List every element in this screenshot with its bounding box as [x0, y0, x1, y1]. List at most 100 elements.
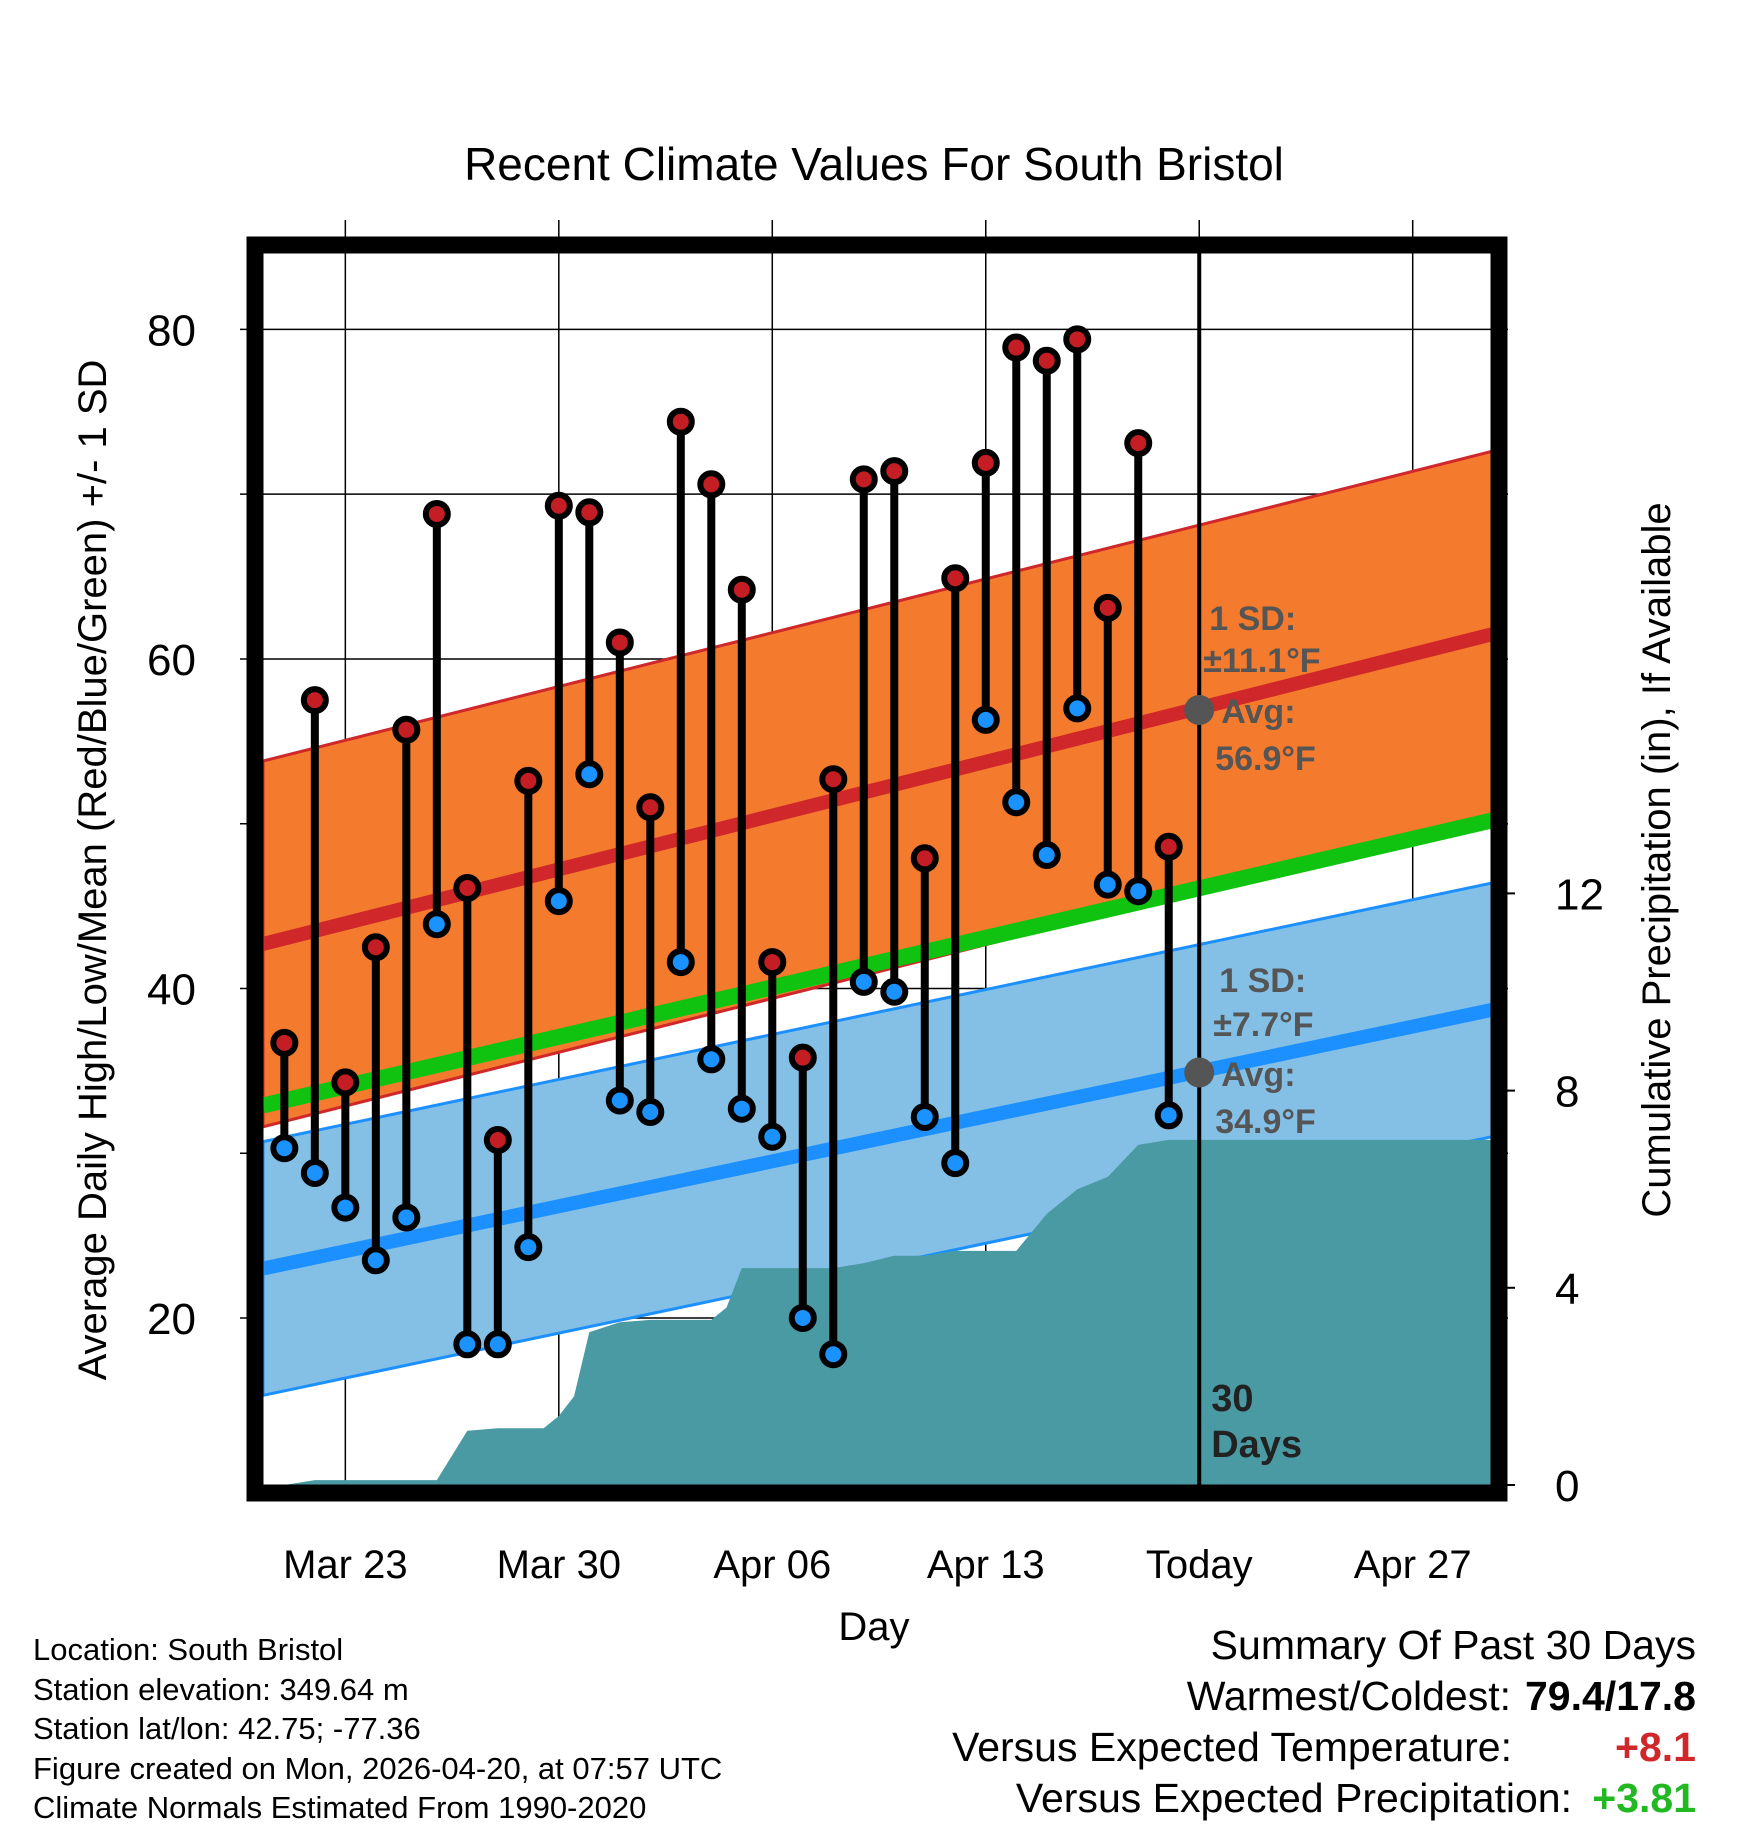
summary-temp: Versus Expected Temperature: +8.1 — [952, 1722, 1696, 1773]
y-right-tick-label: 4 — [1555, 1265, 1579, 1314]
warmest-coldest-value: 79.4/17.8 — [1525, 1673, 1696, 1719]
high-point — [758, 948, 787, 977]
high-point — [880, 457, 909, 486]
y-axis-label-right: Cumulative Precipitation (in), If Availa… — [1635, 502, 1679, 1217]
high-point — [514, 766, 543, 795]
low-point — [788, 1303, 817, 1332]
high-point — [941, 564, 970, 593]
elevation-text: Station elevation: 349.64 m — [33, 1671, 409, 1707]
low-point — [636, 1098, 665, 1127]
location-text: Location: South Bristol — [33, 1632, 344, 1667]
high-point — [1063, 325, 1092, 354]
high-avg-marker — [1184, 695, 1215, 726]
high-point — [971, 448, 1000, 477]
low-point — [514, 1233, 543, 1262]
summary-precip: Versus Expected Precipitation: +3.81 — [952, 1773, 1696, 1824]
high-point — [727, 575, 756, 604]
low-point — [392, 1203, 421, 1232]
summary-title: Summary Of Past 30 Days — [1210, 1622, 1696, 1668]
high-point — [575, 498, 604, 527]
temp-label: Versus Expected Temperature: — [952, 1724, 1512, 1770]
high-point — [453, 873, 482, 902]
high-point — [1032, 346, 1061, 375]
y-right-tick-label: 12 — [1555, 870, 1604, 919]
low-point — [1124, 877, 1153, 906]
low-point — [422, 910, 451, 939]
high-point — [849, 465, 878, 494]
high-point — [1124, 429, 1153, 458]
low-point — [361, 1246, 390, 1275]
low-sd-value: ±7.7°F — [1213, 1006, 1313, 1044]
low-point — [727, 1094, 756, 1123]
y-left-tick-label: 80 — [147, 306, 196, 355]
latlon-text: Station lat/lon: 42.75; -77.36 — [33, 1711, 421, 1746]
high-point — [697, 470, 726, 499]
low-point — [666, 948, 695, 977]
high-point — [331, 1068, 360, 1097]
y-axis-label-left: Average Daily High/Low/Mean (Red/Blue/Gr… — [71, 360, 115, 1381]
y-right-tick-label: 8 — [1555, 1068, 1579, 1117]
low-point — [331, 1193, 360, 1222]
x-tick-label: Mar 30 — [497, 1543, 622, 1587]
low-point — [1063, 694, 1092, 723]
low-point — [1002, 788, 1031, 817]
low-avg-label: Avg: — [1221, 1056, 1295, 1094]
high-point — [300, 686, 329, 715]
low-point — [758, 1122, 787, 1151]
high-point — [1093, 593, 1122, 622]
chart-title: Recent Climate Values For South Bristol — [464, 138, 1284, 190]
x-axis-label: Day — [838, 1605, 909, 1649]
low-point — [483, 1330, 512, 1359]
low-point — [849, 967, 878, 996]
low-point — [544, 887, 573, 916]
summary-panel: Summary Of Past 30 Days Warmest/Coldest:… — [952, 1620, 1696, 1824]
summary-warmest-coldest: Warmest/Coldest: 79.4/17.8 — [952, 1671, 1696, 1722]
x-tick-label: Apr 27 — [1354, 1543, 1472, 1587]
low-point — [910, 1102, 939, 1131]
high-point — [910, 844, 939, 873]
precip-label: Versus Expected Precipitation: — [1015, 1775, 1572, 1821]
low-point — [1093, 870, 1122, 899]
temp-value: +8.1 — [1615, 1724, 1696, 1770]
low-point — [575, 760, 604, 789]
low-point — [300, 1158, 329, 1187]
high-point — [361, 933, 390, 962]
plot-area — [263, 449, 1492, 1485]
axes: 20 40 60 80 0 4 8 12 Mar 23 Mar 30 Apr 06 Apr 13 Tod… — [147, 236, 1604, 1587]
low-point — [605, 1086, 634, 1115]
station-info: Location: South Bristol Station elevatio… — [33, 1630, 722, 1828]
high-sd-label: 1 SD: — [1209, 600, 1296, 638]
created-text: Figure created on Mon, 2026-04-20, at 07… — [33, 1750, 723, 1786]
normals-text: Climate Normals Estimated From 1990-2020 — [33, 1790, 647, 1825]
low-point — [270, 1134, 299, 1163]
low-point — [819, 1340, 848, 1369]
x-tick-label: Apr 13 — [927, 1543, 1045, 1587]
precip-area — [272, 1139, 1492, 1485]
high-point — [819, 765, 848, 794]
precip-value: +3.81 — [1592, 1775, 1696, 1821]
overlay: 1 SD: ±11.1°F Avg: 56.9°F 1 SD: ±7.7°F Avg: 34.… — [270, 252, 1321, 1486]
today-days-label: 30 — [1211, 1378, 1253, 1420]
high-avg-value: 56.9°F — [1215, 740, 1316, 778]
high-sd-value: ±11.1°F — [1203, 642, 1320, 680]
high-point — [1002, 333, 1031, 362]
x-tick-label: Mar 23 — [283, 1543, 408, 1587]
low-point — [697, 1045, 726, 1074]
high-point — [544, 491, 573, 520]
today-days-label: Days — [1211, 1424, 1302, 1466]
high-avg-label: Avg: — [1221, 693, 1295, 731]
y-left-tick-label: 60 — [147, 636, 196, 685]
high-point — [666, 407, 695, 436]
plot-frame — [246, 236, 1508, 1502]
low-point — [971, 705, 1000, 734]
low-point — [941, 1149, 970, 1178]
x-tick-label: Apr 06 — [713, 1543, 831, 1587]
high-point — [392, 715, 421, 744]
low-point — [880, 977, 909, 1006]
y-right-tick-label: 0 — [1555, 1462, 1579, 1511]
x-tick-label: Today — [1146, 1543, 1253, 1587]
high-point — [605, 628, 634, 657]
low-point — [1154, 1101, 1183, 1130]
low-avg-marker — [1184, 1057, 1215, 1088]
